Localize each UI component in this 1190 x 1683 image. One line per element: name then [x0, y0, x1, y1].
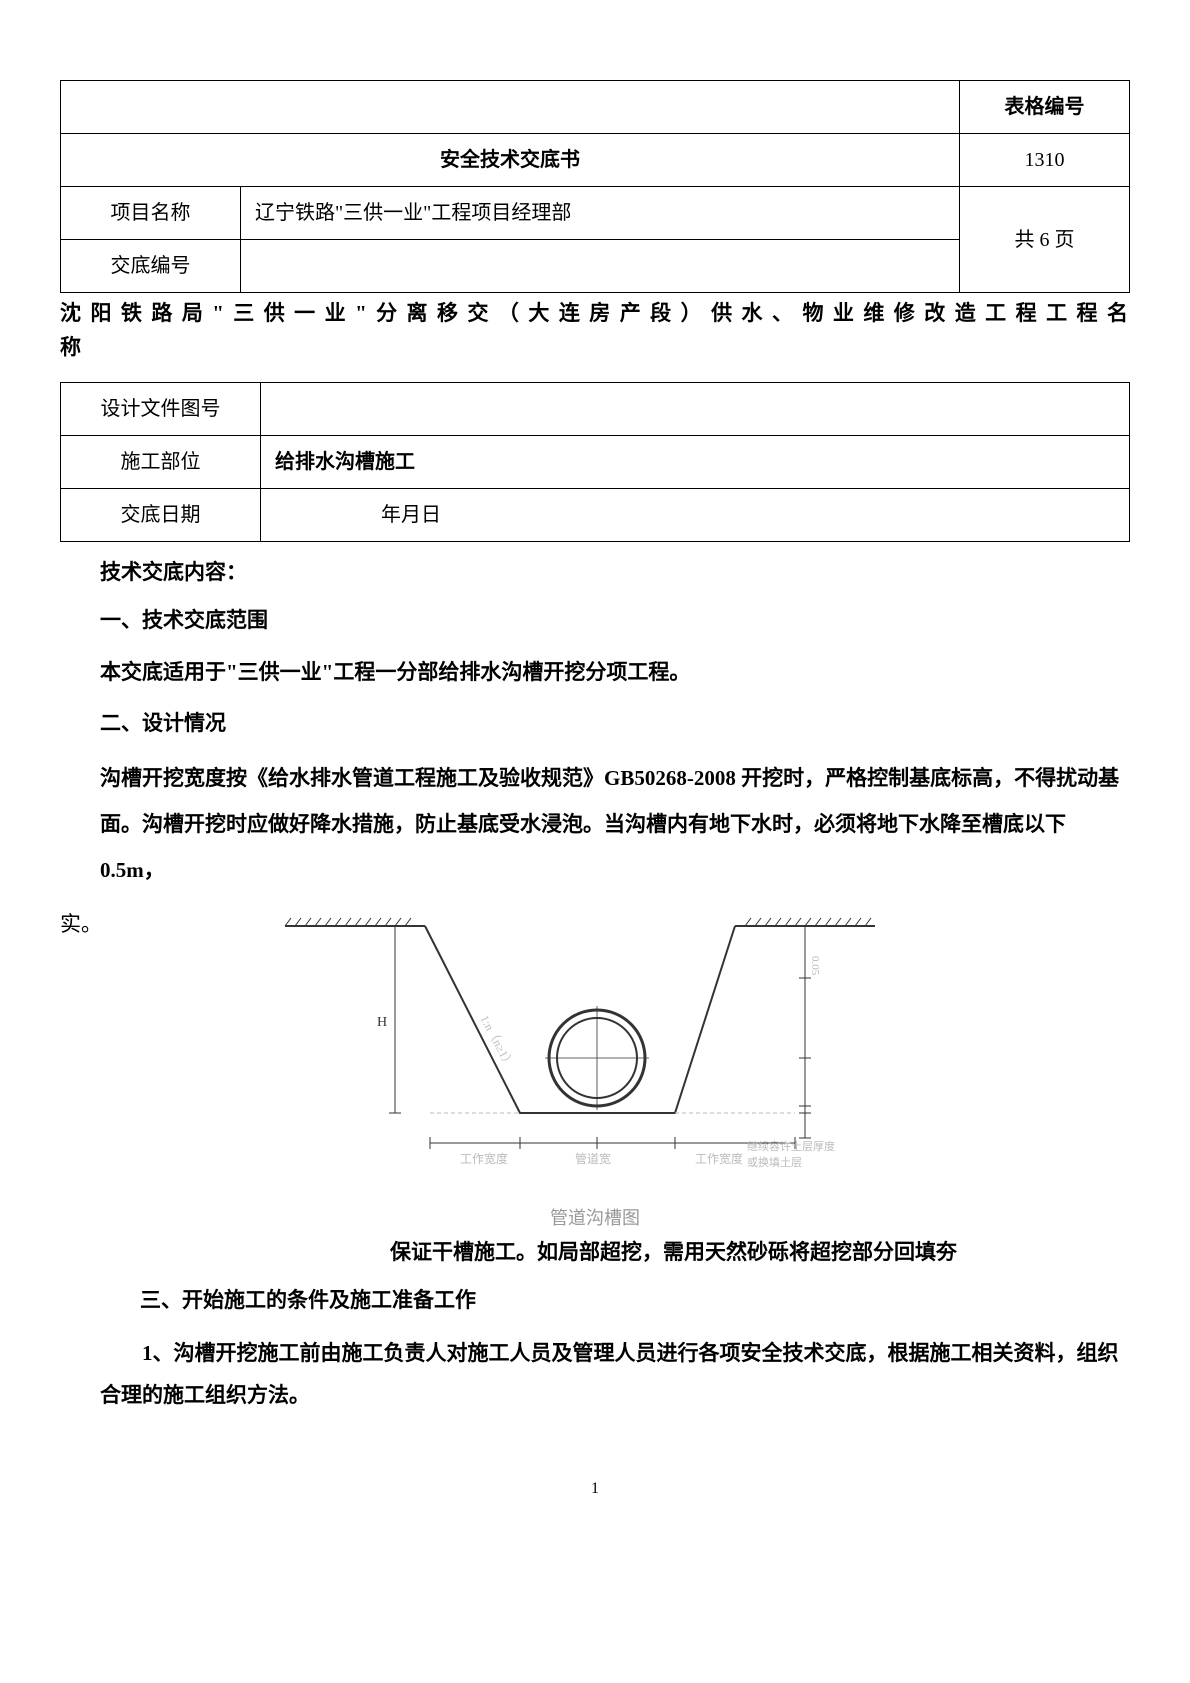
diagram-caption: 管道沟槽图: [60, 1204, 1130, 1233]
value-construction-part: 给排水沟槽施工: [275, 451, 415, 473]
label-design-doc: 设计文件图号: [101, 398, 221, 420]
trench-diagram: H1:n（n≥1）0.05工作宽度管道宽工作宽度继续容许土层厚度或换填土层: [275, 908, 915, 1198]
svg-text:工作宽度: 工作宽度: [460, 1151, 508, 1166]
doc-title: 安全技术交底书: [440, 149, 580, 171]
section-1-title: 一、技术交底范围: [100, 604, 1130, 638]
form-code-value: 1310: [1025, 149, 1065, 171]
page-number: 1: [60, 1476, 1130, 1502]
label-construction-part: 施工部位: [121, 451, 201, 473]
content-heading: 技术交底内容：: [100, 556, 1130, 590]
svg-text:0.05: 0.05: [809, 956, 821, 976]
label-code: 交底编号: [111, 255, 191, 277]
long-project-title: 沈 阳 铁 路 局 " 三 供 一 业 " 分 离 移 交 （ 大 连 房 产 …: [60, 297, 1130, 364]
svg-text:工作宽度: 工作宽度: [695, 1151, 743, 1166]
svg-text:或换填土层: 或换填土层: [747, 1155, 802, 1169]
label-date: 交底日期: [121, 504, 201, 526]
trench-svg: H1:n（n≥1）0.05工作宽度管道宽工作宽度继续容许土层厚度或换填土层: [275, 908, 915, 1188]
section-2-title: 二、设计情况: [100, 707, 1130, 741]
label-project: 项目名称: [111, 202, 191, 224]
section-3-para: 1、沟槽开挖施工前由施工负责人对施工人员及管理人员进行各项安全技术交底，根据施工…: [100, 1332, 1120, 1416]
after-diagram-text: 保证干槽施工。如局部超挖，需用天然砂砾将超挖部分回填夯: [390, 1236, 1130, 1270]
info-table: 设计文件图号 施工部位 给排水沟槽施工 交底日期 年月日: [60, 382, 1130, 542]
section-3-title: 三、开始施工的条件及施工准备工作: [140, 1284, 1130, 1318]
value-project: 辽宁铁路"三供一业"工程项目经理部: [255, 202, 571, 224]
svg-text:继续容许土层厚度: 继续容许土层厚度: [747, 1139, 835, 1153]
section-1-para: 本交底适用于"三供一业"工程一分部给排水沟槽开挖分项工程。: [100, 651, 1130, 693]
section-2-tail: 实。: [60, 908, 102, 942]
header-table: 表格编号 安全技术交底书 1310 项目名称 辽宁铁路"三供一业"工程项目经理部…: [60, 80, 1130, 293]
page-count: 共 6 页: [1015, 229, 1075, 251]
form-code-header: 表格编号: [1005, 96, 1085, 118]
section-2-para: 沟槽开挖宽度按《给水排水管道工程施工及验收规范》GB50268-2008 开挖时…: [100, 755, 1120, 894]
value-date: 年月日: [381, 504, 441, 526]
svg-text:管道宽: 管道宽: [575, 1151, 611, 1166]
svg-text:H: H: [377, 1015, 387, 1030]
